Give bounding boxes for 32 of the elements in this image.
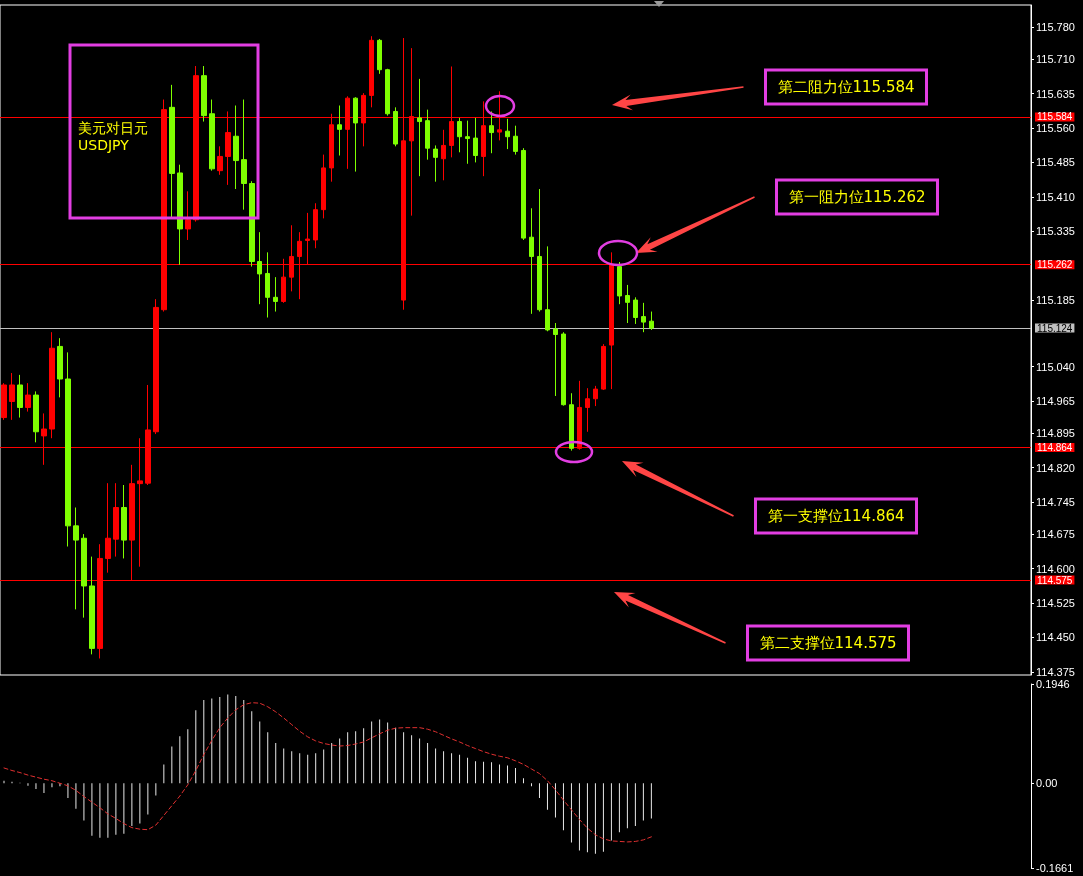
y-tick-label: 115.635: [1036, 87, 1075, 100]
ref-line-label: 114.864: [1037, 441, 1073, 453]
ref-line-label: 114.575: [1037, 574, 1073, 586]
y-tick-label: 0.00: [1036, 777, 1058, 790]
y-tick-label: 114.450: [1036, 631, 1075, 644]
y-tick-label: 114.600: [1036, 562, 1075, 575]
y-tick-label: 114.965: [1036, 395, 1075, 408]
y-tick-label: -0.1661: [1036, 862, 1074, 874]
y-tick-label: 115.185: [1036, 294, 1075, 307]
y-tick-label: 115.485: [1036, 156, 1075, 169]
text: USDJPY: [78, 137, 130, 153]
y-tick-label: 115.780: [1036, 21, 1075, 34]
y-tick-label: 115.335: [1036, 225, 1075, 238]
y-tick-label: 0.1946: [1036, 678, 1070, 690]
annotation: 第一支撑位114.864: [767, 507, 905, 525]
y-tick-label: 114.675: [1036, 528, 1075, 541]
y-tick-label: 114.895: [1036, 427, 1075, 440]
ref-line-label: 115.584: [1037, 111, 1073, 123]
annotation: 第二支撑位114.575: [759, 634, 897, 652]
y-tick-label: 114.745: [1036, 495, 1075, 508]
ref-line-label: 115.124: [1037, 322, 1073, 334]
y-tick-label: 115.410: [1036, 190, 1075, 203]
annotation: 第一阻力位115.262: [788, 188, 926, 206]
y-tick-label: 114.820: [1036, 461, 1075, 474]
y-tick-label: 114.525: [1036, 596, 1075, 609]
annotation: 第二阻力位115.584: [777, 78, 915, 96]
y-tick-label: 115.710: [1036, 53, 1075, 66]
y-tick-label: 114.375: [1036, 665, 1075, 678]
text: 美元对日元: [78, 120, 148, 136]
y-tick-label: 115.040: [1036, 360, 1075, 373]
ref-line-label: 115.262: [1037, 259, 1073, 271]
y-tick-label: 115.560: [1036, 121, 1075, 134]
